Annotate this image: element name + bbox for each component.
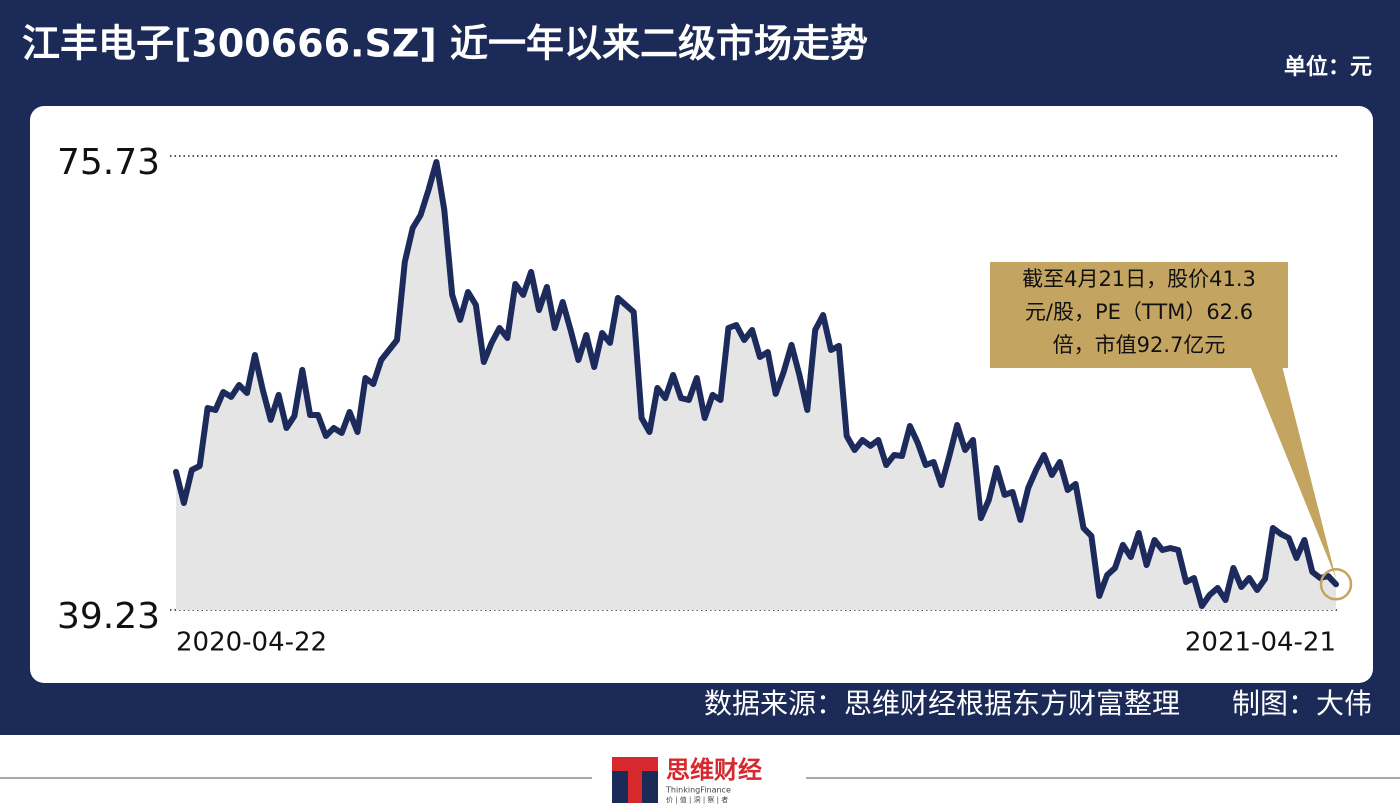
logo-icon [628, 771, 642, 803]
plot: 39.23 75.73 2020-04-22 2021-04-21 截至4月21日，股价… [57, 142, 1353, 658]
callout-text: 截至4月21日，股价41.3 [1022, 267, 1256, 291]
logo-icon [612, 757, 658, 771]
callout-box [990, 262, 1288, 368]
logo: 思维财经 ThinkingFinance 价 | 值 | 洞 | 察 | 者 [612, 756, 762, 804]
line [173, 159, 1339, 609]
y-tick-label: 75.73 [57, 142, 160, 183]
callout-text: 元/股，PE（TTM）62.6 [1025, 300, 1253, 324]
author: 制图：大伟 [1232, 687, 1372, 720]
logo-slogan: 价 | 值 | 洞 | 察 | 者 [666, 795, 728, 804]
area [176, 162, 1336, 610]
x-tick-label: 2021-04-21 [1185, 628, 1336, 658]
unit-label: 单位：元 [1284, 54, 1372, 80]
x-tick-label: 2020-04-22 [176, 628, 327, 658]
callout-pointer [1250, 366, 1336, 579]
y-tick-label: 39.23 [57, 596, 160, 637]
callout-text: 倍，市值92.7亿元 [1053, 333, 1226, 357]
logo-name: 思维财经 [666, 756, 762, 784]
chart-title: 江丰电子[300666.SZ] 近一年以来二级市场走势 [22, 22, 868, 66]
highlight-marker [1319, 568, 1353, 601]
logo-english: ThinkingFinance [665, 786, 731, 795]
source: 数据来源：思维财经根据东方财富整理 [704, 687, 1180, 720]
